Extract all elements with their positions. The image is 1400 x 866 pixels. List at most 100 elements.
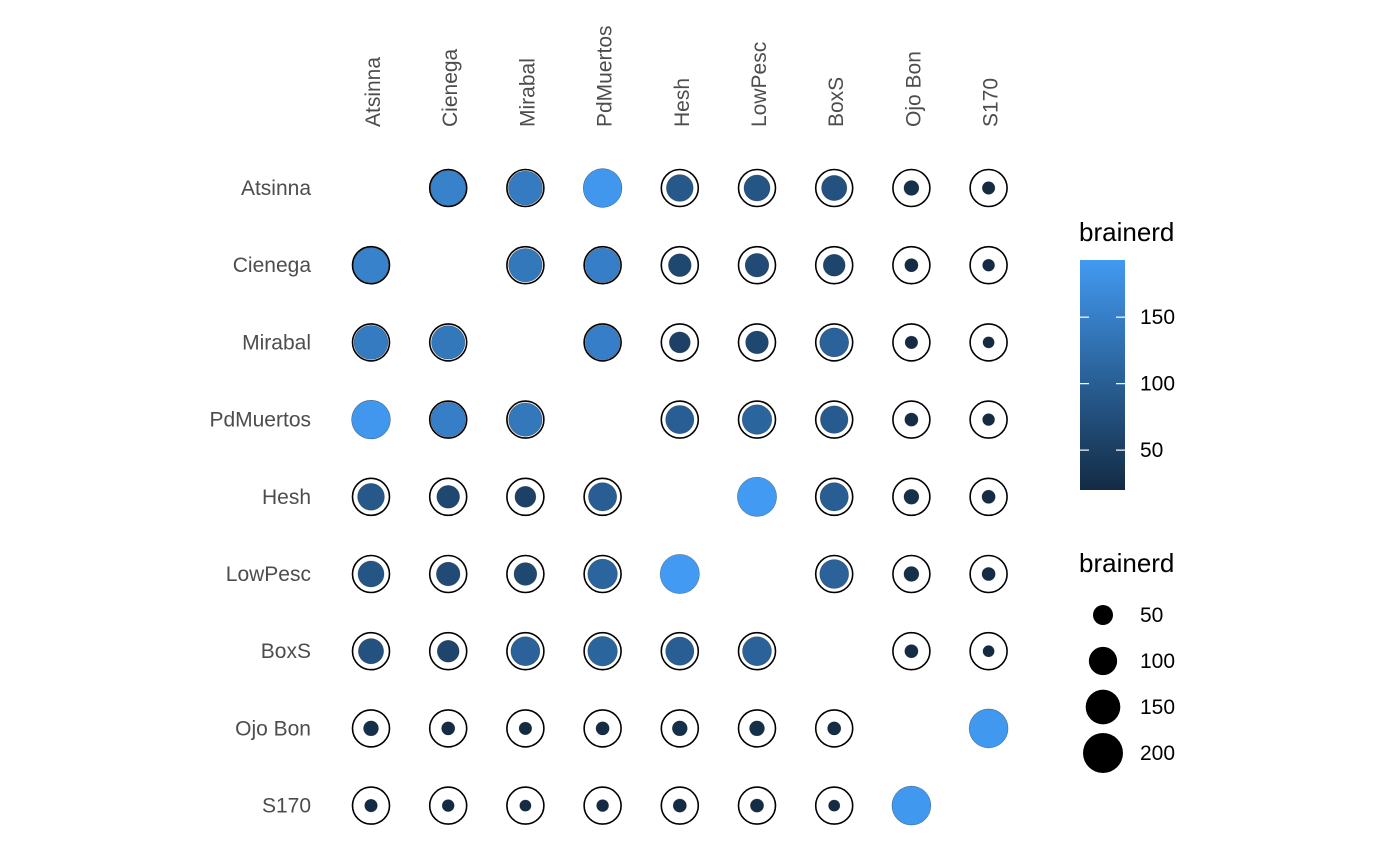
cell-point	[441, 799, 455, 812]
x-tick-label: BoxS	[825, 77, 848, 127]
cell-point	[981, 489, 996, 504]
x-tick-label: LowPesc	[748, 42, 771, 127]
cell-point	[750, 798, 764, 813]
y-tick-label: Hesh	[262, 486, 311, 509]
cell-point	[514, 486, 537, 508]
cell-point	[672, 720, 688, 737]
cell-point	[364, 798, 378, 813]
size-legend-label: 200	[1140, 742, 1175, 765]
cell-point	[668, 253, 692, 277]
cell-point	[436, 485, 460, 509]
cell-point	[588, 482, 618, 512]
color-legend: brainerd 50 100 150	[1079, 217, 1175, 490]
x-axis-labels: Atsinna Cienega Mirabal PdMuertos Hesh LowPes…	[362, 25, 1003, 127]
y-tick-label: PdMuertos	[209, 409, 311, 432]
cell-point	[519, 799, 532, 812]
size-legend-key	[1083, 733, 1123, 773]
cell-point	[744, 253, 770, 278]
cell-point	[741, 404, 773, 435]
cell-point	[441, 721, 456, 736]
y-tick-label: S170	[262, 795, 311, 818]
cell-point	[822, 253, 846, 277]
cell-point	[981, 181, 996, 195]
cell-point	[904, 258, 919, 273]
color-legend-label: 50	[1140, 439, 1163, 462]
y-tick-label: Mirabal	[242, 331, 311, 354]
cell-point	[827, 721, 842, 736]
color-legend-label: 100	[1140, 373, 1175, 396]
cell-point	[903, 489, 920, 505]
cell-point	[430, 401, 466, 438]
cell-point	[510, 636, 541, 666]
cell-point	[749, 720, 765, 737]
cell-point	[742, 636, 772, 666]
cell-point	[819, 482, 849, 512]
size-legend-key	[1085, 689, 1121, 725]
x-tick-label: Atsinna	[362, 57, 385, 127]
cell-point	[584, 247, 621, 283]
cell-point	[982, 336, 995, 349]
cell-point	[508, 170, 543, 206]
cell-point	[584, 324, 621, 361]
cell-point	[351, 399, 391, 440]
x-tick-label: Cienega	[439, 48, 462, 127]
cell-point	[903, 180, 920, 196]
cell-point	[891, 785, 932, 826]
size-legend: brainerd 50 100 150 200	[1079, 548, 1175, 773]
cell-point	[508, 402, 543, 437]
y-tick-label: LowPesc	[226, 563, 311, 586]
x-tick-label: S170	[980, 78, 1003, 127]
cell-point	[745, 330, 769, 355]
matrix-cells	[351, 168, 1009, 826]
cell-point	[357, 560, 385, 588]
size-legend-label: 150	[1140, 696, 1175, 719]
x-tick-label: Hesh	[671, 78, 694, 127]
cell-point	[819, 327, 849, 358]
cell-point	[430, 170, 467, 206]
cell-point	[595, 721, 610, 736]
y-tick-label: Cienega	[233, 254, 312, 277]
cell-point	[982, 413, 995, 426]
size-legend-label: 100	[1140, 650, 1175, 673]
cell-point	[358, 638, 384, 665]
color-legend-title: brainerd	[1079, 217, 1174, 247]
cell-point	[665, 405, 695, 435]
cell-point	[968, 708, 1009, 749]
cell-point	[436, 561, 461, 587]
x-tick-label: PdMuertos	[594, 25, 617, 127]
size-legend-title: brainerd	[1079, 548, 1174, 578]
cell-point	[357, 483, 385, 511]
cell-point	[353, 325, 389, 360]
x-tick-label: Mirabal	[516, 58, 539, 127]
cell-point	[828, 799, 841, 812]
cell-point	[587, 558, 618, 590]
cell-point	[665, 636, 695, 666]
cell-point	[659, 554, 700, 594]
cell-point	[904, 644, 919, 659]
cell-point	[737, 476, 777, 517]
y-axis-labels: Atsinna Cienega Mirabal PdMuertos Hesh LowPes…	[209, 177, 311, 818]
cell-point	[666, 174, 694, 202]
cell-point	[587, 636, 618, 667]
cell-point	[820, 405, 849, 434]
cell-point	[982, 645, 995, 658]
color-legend-bar	[1080, 260, 1125, 490]
color-legend-label: 150	[1140, 306, 1175, 329]
cell-point	[669, 331, 691, 354]
x-tick-label: Ojo Bon	[902, 51, 925, 127]
cell-point	[582, 168, 623, 208]
cell-point	[672, 798, 687, 813]
size-legend-label: 50	[1140, 604, 1163, 627]
cell-point	[518, 721, 533, 736]
cell-point	[596, 799, 609, 812]
cell-point	[819, 559, 849, 589]
cell-point	[431, 325, 466, 360]
size-legend-key	[1088, 646, 1118, 676]
cell-point	[513, 562, 538, 586]
y-tick-label: Atsinna	[241, 177, 311, 200]
size-legend-key	[1093, 605, 1113, 625]
cell-point	[903, 566, 920, 582]
cell-point	[353, 247, 389, 284]
cell-point	[436, 639, 460, 663]
